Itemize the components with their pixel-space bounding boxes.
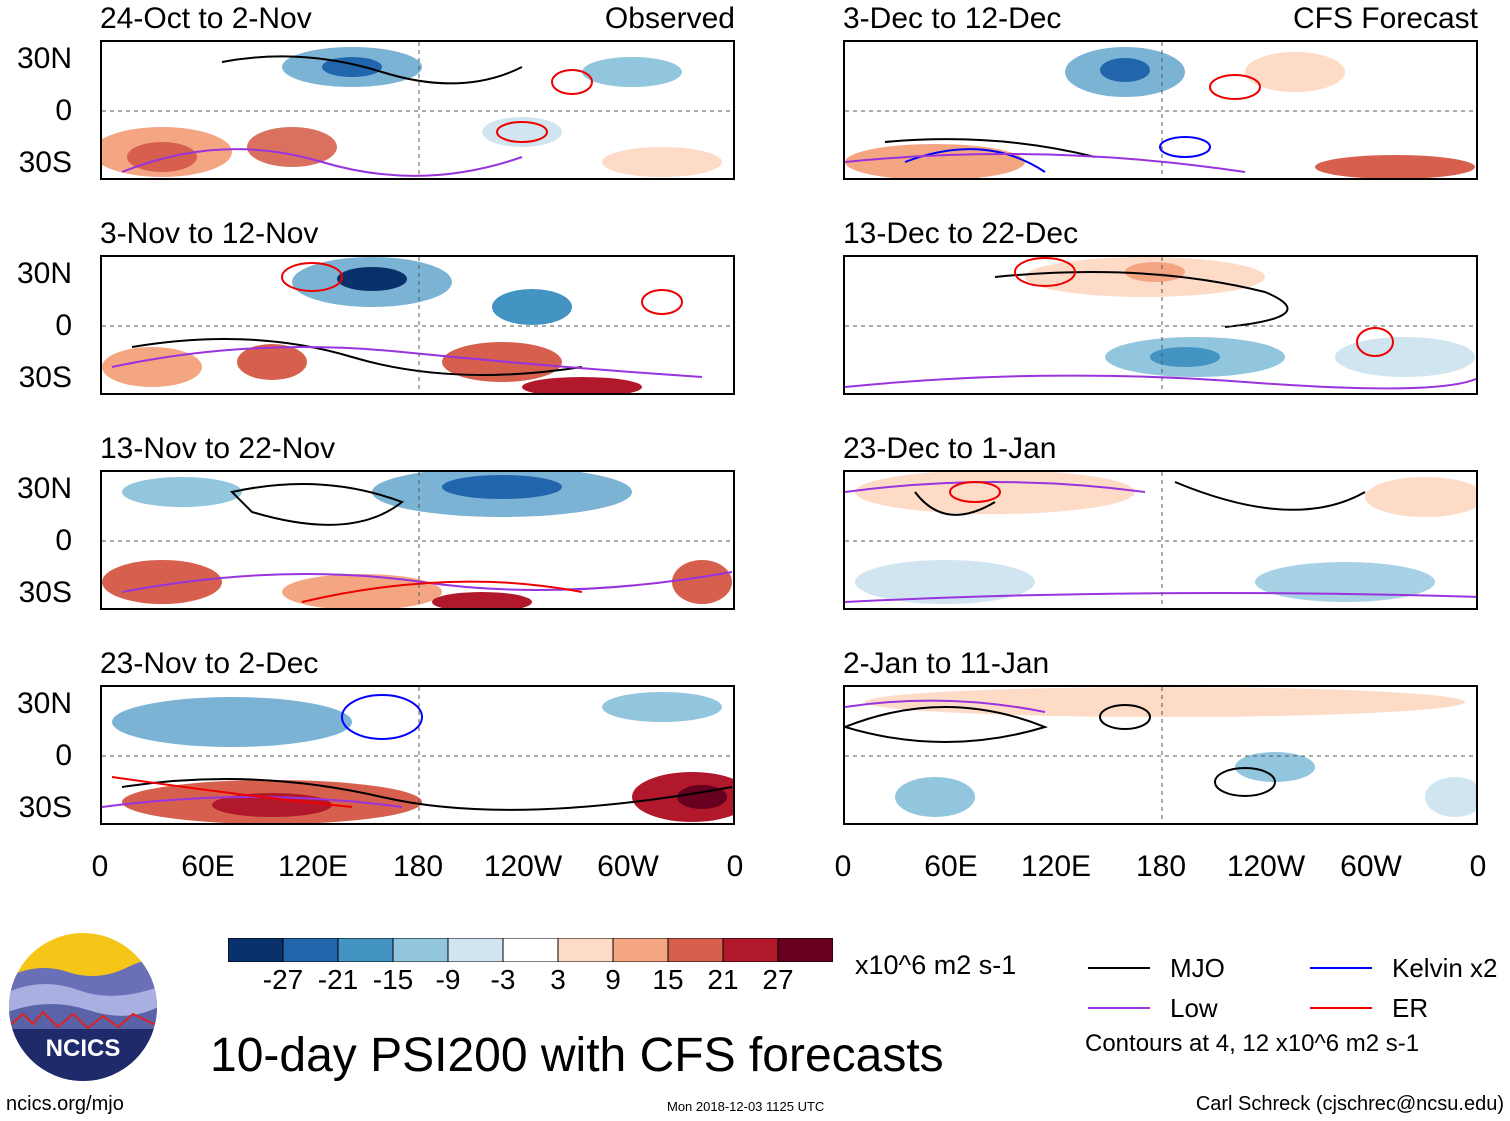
legend-label-mjo: MJO: [1170, 953, 1225, 983]
colorbar-swatch: [612, 938, 669, 962]
map-field: [845, 42, 1476, 178]
colorbar-units: x10^6 m2 s-1: [855, 950, 1017, 980]
lat-label-30s: 30S: [18, 791, 72, 824]
lat-label-30n: 30N: [16, 257, 72, 290]
colorbar-swatch: [557, 938, 614, 962]
panel-title-left-3: 13-Nov to 22-Nov: [100, 432, 336, 465]
map-field: [845, 472, 1476, 608]
colorbar-swatch: [337, 938, 394, 962]
lon-label: 0: [91, 850, 109, 883]
lon-label: 120W: [1226, 850, 1306, 883]
logo-text: NCICS: [46, 1035, 121, 1062]
lat-label-30n: 30N: [16, 687, 72, 720]
map-field: [102, 687, 733, 823]
lat-label-30s: 30S: [18, 146, 72, 179]
lon-label: 60E: [181, 850, 235, 883]
colorbar-swatch: [447, 938, 504, 962]
colorbar-swatch: [502, 938, 559, 962]
panel-title-right-4: 2-Jan to 11-Jan: [843, 647, 1050, 680]
footer-credit: Carl Schreck (cjschrec@ncsu.edu): [1195, 1093, 1504, 1115]
observed-tag: Observed: [604, 2, 735, 35]
panel-title-left-4: 23-Nov to 2-Dec: [100, 647, 319, 680]
map-panel-observed-2: [100, 255, 735, 395]
colorbar-tick-label: -9: [435, 964, 461, 995]
lon-label: 0: [1469, 850, 1487, 883]
panel-title-right-2: 13-Dec to 22-Dec: [843, 217, 1079, 250]
map-panel-forecast-3: [843, 470, 1478, 610]
contour-note: Contours at 4, 12 x10^6 m2 s-1: [1085, 1030, 1420, 1057]
map-panel-observed-4: [100, 685, 735, 825]
lon-label: 60W: [1340, 850, 1402, 883]
map-field: [845, 257, 1476, 393]
lat-label-30s: 30S: [18, 576, 72, 609]
lat-label-30n: 30N: [16, 472, 72, 505]
colorbar-swatch: [392, 938, 449, 962]
map-panel-forecast-4: [843, 685, 1478, 825]
colorbar: [228, 938, 833, 962]
colorbar-tick-label: 15: [652, 964, 684, 995]
map-field: [102, 257, 733, 393]
legend-line-low: [1088, 1007, 1150, 1009]
lat-label-30n: 30N: [16, 42, 72, 75]
lon-label: 60E: [924, 850, 978, 883]
panel-title-right-1: 3-Dec to 12-Dec: [843, 2, 1062, 35]
map-panel-forecast-1: [843, 40, 1478, 180]
lon-label: 180: [392, 850, 444, 883]
colorbar-swatch: [282, 938, 339, 962]
cfs-forecast-tag: CFS Forecast: [1292, 2, 1478, 35]
panel-title-left-1: 24-Oct to 2-Nov: [100, 2, 312, 35]
lat-label-eq: 0: [55, 739, 72, 772]
map-panel-observed-3: [100, 470, 735, 610]
colorbar-swatch: [228, 938, 284, 962]
map-field: [102, 472, 733, 608]
colorbar-tick-label: 3: [550, 964, 566, 995]
map-field: [845, 687, 1476, 823]
lat-label-eq: 0: [55, 309, 72, 342]
legend-line-kelvin: [1310, 967, 1372, 969]
lon-label: 0: [834, 850, 852, 883]
colorbar-tick-label: -21: [317, 964, 359, 995]
legend-line-mjo: [1088, 967, 1150, 969]
colorbar-tick-label: 27: [762, 964, 794, 995]
legend-label-low: Low: [1170, 993, 1218, 1023]
ncics-logo: NCICS: [9, 933, 157, 1081]
lat-label-30s: 30S: [18, 361, 72, 394]
legend-label-er: ER: [1392, 993, 1429, 1023]
lon-label: 180: [1135, 850, 1187, 883]
panel-title-left-2: 3-Nov to 12-Nov: [100, 217, 319, 250]
main-title: 10-day PSI200 with CFS forecasts: [210, 1029, 944, 1082]
colorbar-tick-label: 9: [605, 964, 621, 995]
colorbar-tick-label: -15: [372, 964, 414, 995]
lon-label: 120E: [277, 850, 349, 883]
colorbar-tick-label: 21: [707, 964, 739, 995]
legend-label-kelvin: Kelvin x2: [1392, 953, 1498, 983]
colorbar-swatch: [722, 938, 779, 962]
colorbar-swatch: [777, 938, 833, 962]
colorbar-tick-label: -3: [490, 964, 516, 995]
lat-label-eq: 0: [55, 524, 72, 557]
lon-label: 0: [726, 850, 744, 883]
colorbar-tick-label: -27: [262, 964, 304, 995]
map-field: [102, 42, 733, 178]
legend-line-er: [1310, 1007, 1372, 1009]
footer-link[interactable]: ncics.org/mjo: [6, 1093, 124, 1115]
lon-label: 60W: [597, 850, 659, 883]
lon-label: 120E: [1020, 850, 1092, 883]
footer-timestamp: Mon 2018-12-03 1125 UTC: [667, 1099, 825, 1114]
lon-label: 120W: [483, 850, 563, 883]
colorbar-swatch: [667, 938, 724, 962]
panel-title-right-3: 23-Dec to 1-Jan: [843, 432, 1057, 465]
map-panel-observed-1: [100, 40, 735, 180]
map-panel-forecast-2: [843, 255, 1478, 395]
lat-label-eq: 0: [55, 94, 72, 127]
